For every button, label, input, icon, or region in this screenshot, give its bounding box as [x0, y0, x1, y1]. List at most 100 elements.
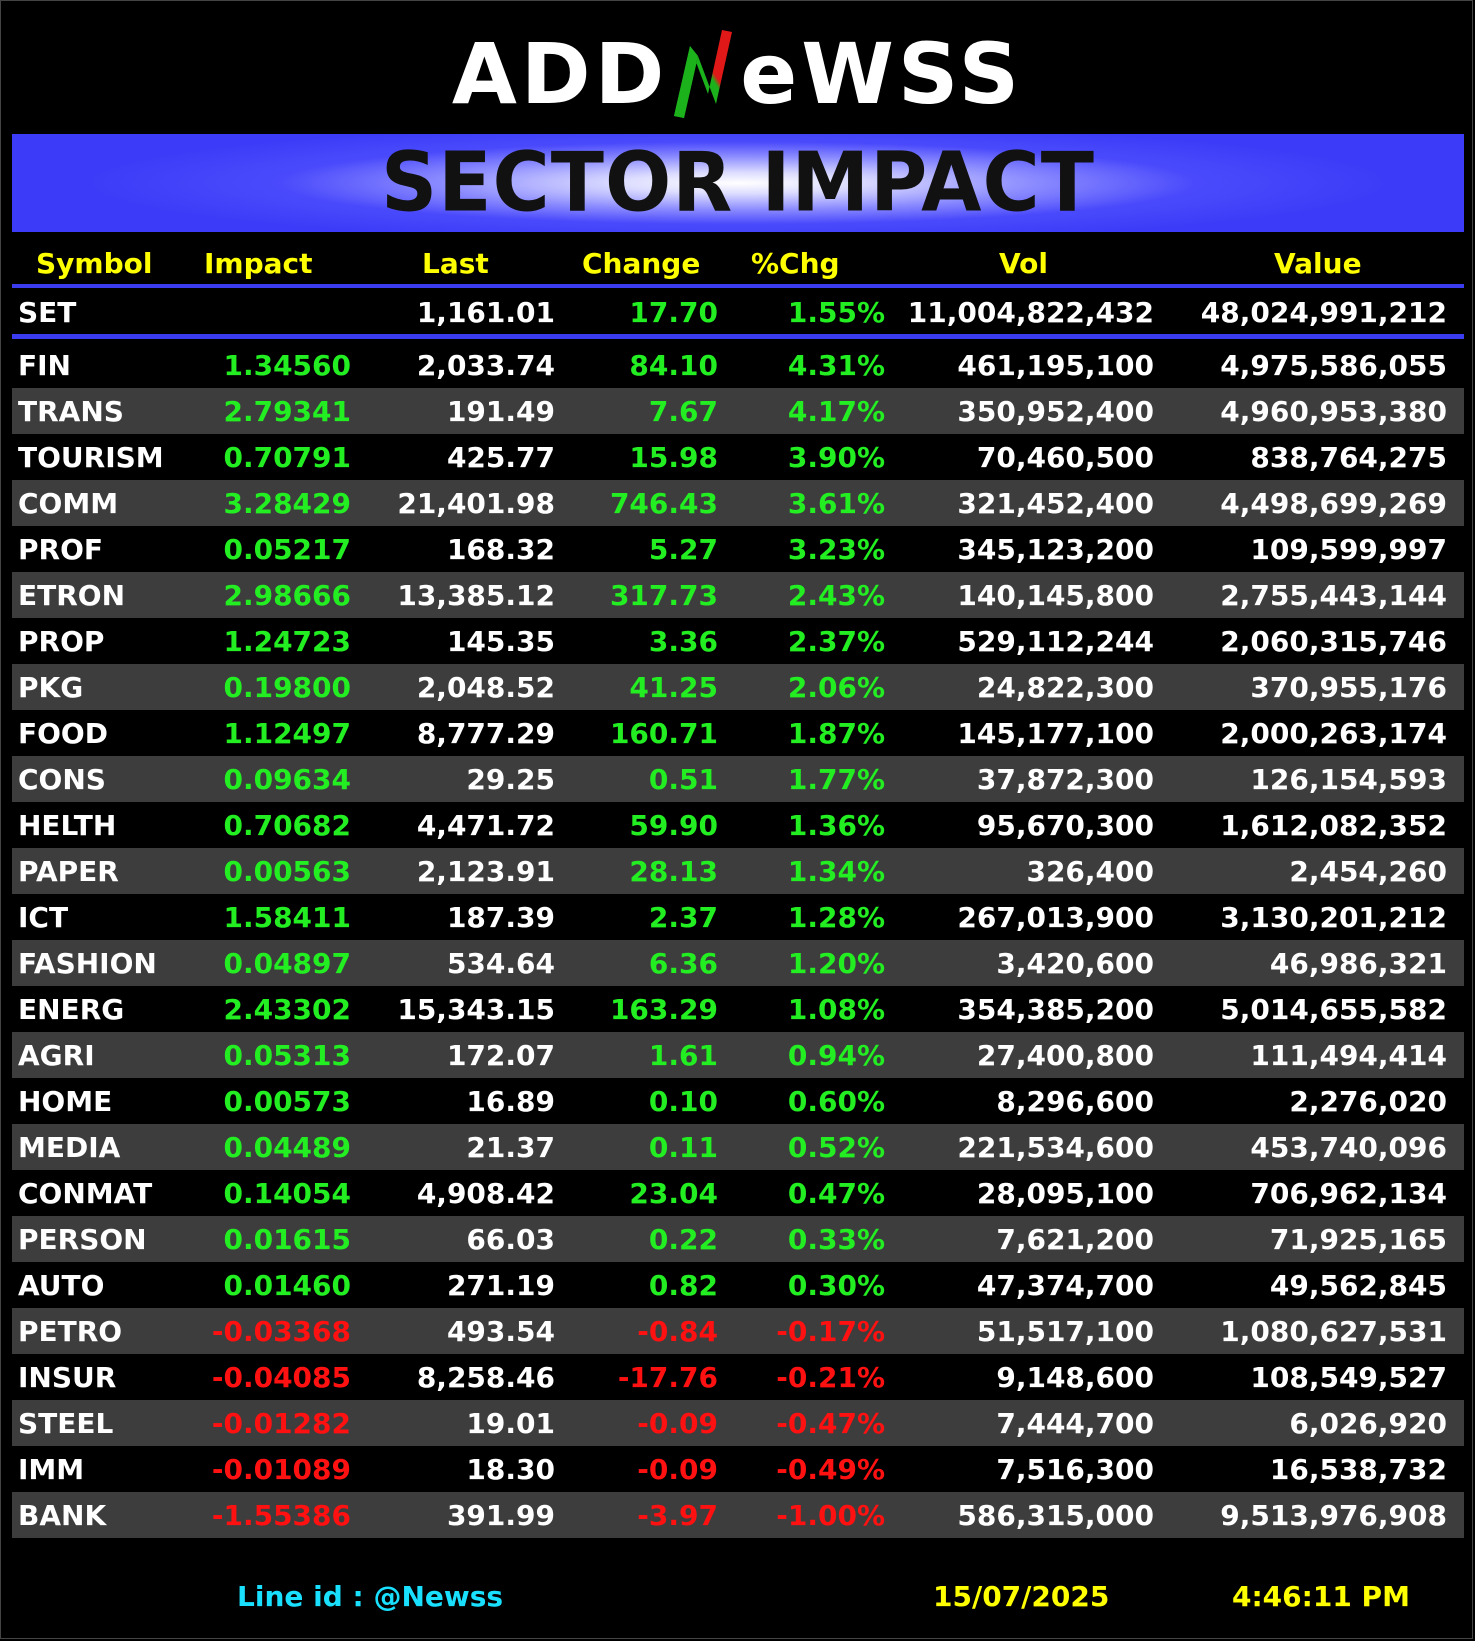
table-row: AUTO 0.01460 271.19 0.82 0.30% 47,374,700 49,5…: [12, 1262, 1464, 1308]
table-row: FASHION 0.04897 534.64 6.36 1.20% 3,420,600 46…: [12, 940, 1464, 986]
row-volume: 51,517,100: [976, 1314, 1154, 1348]
row-impact: 0.70791: [223, 440, 351, 474]
row-last: 21.37: [466, 1130, 555, 1164]
row-pct-change: 2.06%: [787, 670, 885, 704]
row-change: -0.09: [637, 1406, 718, 1440]
row-symbol: BANK: [18, 1498, 107, 1532]
table-row: AGRI 0.05313 172.07 1.61 0.94% 27,400,800 111,…: [12, 1032, 1464, 1078]
logo-text-add: ADD: [451, 25, 669, 123]
row-change: 5.27: [648, 532, 718, 566]
row-symbol: PROF: [18, 532, 104, 566]
set-pct-change: 1.55%: [787, 295, 885, 329]
title-banner: SECTOR IMPACT: [12, 134, 1464, 232]
row-volume: 345,123,200: [957, 532, 1154, 566]
row-symbol: HELTH: [18, 808, 117, 842]
row-impact: 0.05217: [223, 532, 351, 566]
row-change: 1.61: [648, 1038, 718, 1072]
row-volume: 47,374,700: [976, 1268, 1154, 1302]
row-impact: 0.09634: [223, 762, 351, 796]
row-last: 21,401.98: [397, 486, 555, 520]
row-last: 271.19: [446, 1268, 555, 1302]
row-pct-change: 0.47%: [787, 1176, 885, 1210]
row-value: 2,454,260: [1289, 854, 1447, 888]
set-symbol: SET: [18, 295, 77, 329]
row-last: 2,033.74: [416, 348, 555, 382]
table-row: PAPER 0.00563 2,123.91 28.13 1.34% 326,400 2,4…: [12, 848, 1464, 894]
row-volume: 95,670,300: [976, 808, 1154, 842]
row-volume: 7,444,700: [996, 1406, 1154, 1440]
row-symbol: INSUR: [18, 1360, 117, 1394]
row-value: 4,975,586,055: [1220, 348, 1447, 382]
row-value: 108,549,527: [1250, 1360, 1447, 1394]
row-impact: -0.03368: [211, 1314, 351, 1348]
row-symbol: ICT: [18, 900, 69, 934]
row-pct-change: 0.30%: [787, 1268, 885, 1302]
row-change: 160.71: [609, 716, 718, 750]
row-impact: 0.01460: [223, 1268, 351, 1302]
row-change: 2.37: [648, 900, 718, 934]
row-value: 126,154,593: [1250, 762, 1447, 796]
logo-n-mark: [674, 30, 733, 118]
row-volume: 267,013,900: [957, 900, 1154, 934]
row-value: 109,599,997: [1250, 532, 1447, 566]
row-pct-change: 1.77%: [787, 762, 885, 796]
row-value: 2,755,443,144: [1220, 578, 1447, 612]
table-row: CONMAT 0.14054 4,908.42 23.04 0.47% 28,095,10…: [12, 1170, 1464, 1216]
row-last: 172.07: [446, 1038, 555, 1072]
row-last: 145.35: [446, 624, 555, 658]
table-row: PKG 0.19800 2,048.52 41.25 2.06% 24,822,300 37…: [12, 664, 1464, 710]
row-last: 187.39: [446, 900, 555, 934]
row-symbol: FOOD: [18, 716, 108, 750]
row-symbol: IMM: [18, 1452, 85, 1486]
row-change: 28.13: [629, 854, 718, 888]
row-volume: 140,145,800: [957, 578, 1154, 612]
row-change: 84.10: [629, 348, 718, 382]
table-row: PETRO -0.03368 493.54 -0.84 -0.17% 51,517,100…: [12, 1308, 1464, 1354]
row-symbol: MEDIA: [18, 1130, 121, 1164]
header-volume: Vol: [999, 246, 1048, 280]
row-volume: 28,095,100: [976, 1176, 1154, 1210]
table-row: HOME 0.00573 16.89 0.10 0.60% 8,296,600 2,276,…: [12, 1078, 1464, 1124]
row-change: -0.09: [637, 1452, 718, 1486]
row-pct-change: 1.36%: [787, 808, 885, 842]
row-pct-change: 2.43%: [787, 578, 885, 612]
row-pct-change: 1.87%: [787, 716, 885, 750]
row-value: 1,612,082,352: [1220, 808, 1447, 842]
row-symbol: CONMAT: [18, 1176, 153, 1210]
row-impact: -0.01282: [211, 1406, 351, 1440]
set-volume: 11,004,822,432: [907, 295, 1154, 329]
row-symbol: STEEL: [18, 1406, 114, 1440]
row-volume: 24,822,300: [976, 670, 1154, 704]
row-change: 0.22: [648, 1222, 718, 1256]
table-row: PERSON 0.01615 66.03 0.22 0.33% 7,621,200 71,9…: [12, 1216, 1464, 1262]
row-change: 7.67: [648, 394, 718, 428]
row-symbol: ETRON: [18, 578, 126, 612]
row-value: 3,130,201,212: [1220, 900, 1447, 934]
table-row: COMM 3.28429 21,401.98 746.43 3.61% 321,452,4…: [12, 480, 1464, 526]
row-impact: 0.04489: [223, 1130, 351, 1164]
row-pct-change: 1.34%: [787, 854, 885, 888]
header-value: Value: [1274, 246, 1362, 280]
row-last: 66.03: [466, 1222, 555, 1256]
row-change: 3.36: [648, 624, 718, 658]
row-last: 2,048.52: [416, 670, 555, 704]
row-value: 370,955,176: [1250, 670, 1447, 704]
set-value: 48,024,991,212: [1200, 295, 1447, 329]
table-row: PROP 1.24723 145.35 3.36 2.37% 529,112,244 2,0…: [12, 618, 1464, 664]
row-impact: -0.01089: [211, 1452, 351, 1486]
row-pct-change: 1.28%: [787, 900, 885, 934]
row-value: 49,562,845: [1269, 1268, 1447, 1302]
row-change: -17.76: [617, 1360, 718, 1394]
row-pct-change: 0.52%: [787, 1130, 885, 1164]
row-value: 16,538,732: [1269, 1452, 1447, 1486]
row-value: 838,764,275: [1250, 440, 1447, 474]
row-change: 0.11: [648, 1130, 718, 1164]
row-symbol: FIN: [18, 348, 71, 382]
row-change: 163.29: [609, 992, 718, 1026]
row-impact: 1.12497: [223, 716, 351, 750]
row-change: 0.82: [648, 1268, 718, 1302]
table-row: CONS 0.09634 29.25 0.51 1.77% 37,872,300 126,1…: [12, 756, 1464, 802]
row-symbol: TRANS: [18, 394, 124, 428]
row-volume: 37,872,300: [976, 762, 1154, 796]
